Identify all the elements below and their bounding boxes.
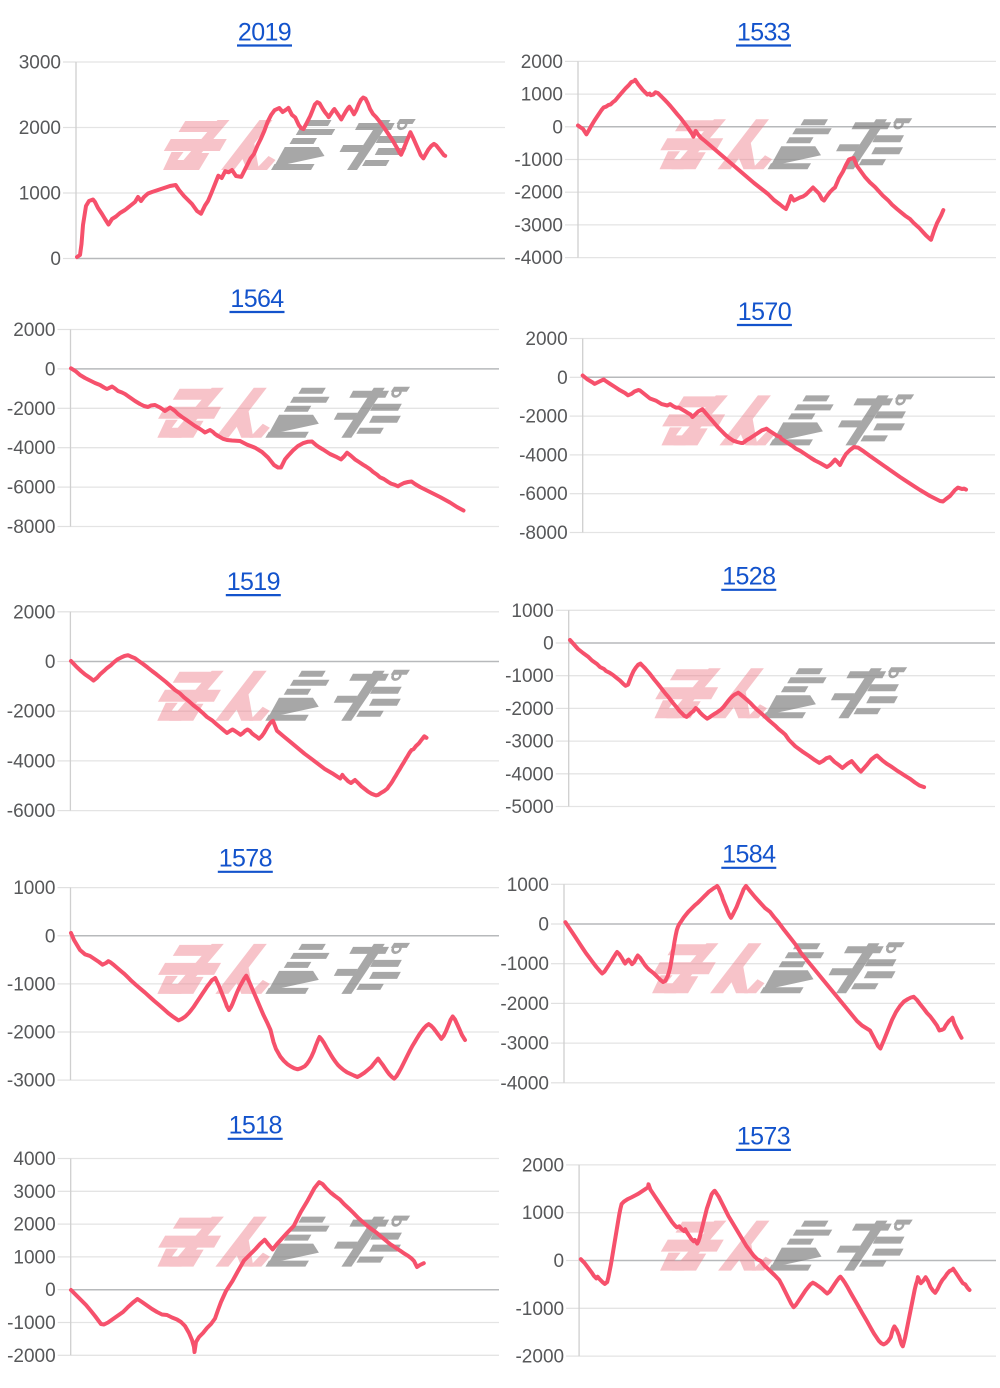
svg-text:-3000: -3000 [514, 215, 563, 236]
svg-text:0: 0 [554, 1251, 565, 1272]
svg-text:2000: 2000 [522, 1155, 564, 1176]
svg-text:0: 0 [45, 652, 56, 673]
svg-text:-2000: -2000 [514, 183, 563, 204]
svg-text:-4000: -4000 [500, 1073, 549, 1094]
svg-text:-1000: -1000 [514, 150, 563, 171]
svg-text:1000: 1000 [507, 875, 549, 896]
svg-text:-2000: -2000 [7, 1346, 56, 1367]
svg-text:3000: 3000 [19, 53, 61, 74]
svg-text:-6000: -6000 [519, 484, 568, 505]
svg-text:0: 0 [557, 368, 568, 389]
svg-text:-2000: -2000 [7, 702, 56, 723]
svg-text:2000: 2000 [19, 118, 61, 139]
svg-text:-4000: -4000 [7, 438, 56, 459]
svg-text:1000: 1000 [522, 1203, 564, 1224]
svg-text:-1000: -1000 [7, 974, 56, 995]
svg-text:0: 0 [552, 117, 563, 138]
svg-text:-4000: -4000 [7, 751, 56, 772]
svg-text:-4000: -4000 [519, 445, 568, 466]
svg-text:1000: 1000 [521, 85, 563, 106]
svg-text:-1000: -1000 [505, 666, 554, 687]
svg-text:1518: 1518 [229, 1112, 282, 1140]
svg-text:1578: 1578 [219, 845, 272, 873]
svg-text:1573: 1573 [737, 1123, 790, 1151]
svg-text:0: 0 [50, 249, 61, 270]
svg-text:2000: 2000 [521, 52, 563, 73]
svg-text:1519: 1519 [227, 568, 280, 596]
svg-text:1000: 1000 [511, 601, 553, 622]
svg-text:2000: 2000 [525, 329, 567, 350]
svg-text:0: 0 [45, 1280, 56, 1301]
svg-text:-3000: -3000 [7, 1071, 56, 1092]
svg-text:-2000: -2000 [7, 1023, 56, 1044]
svg-text:-6000: -6000 [7, 801, 56, 822]
svg-text:-3000: -3000 [500, 1034, 549, 1055]
svg-text:2000: 2000 [13, 602, 55, 623]
svg-text:0: 0 [538, 915, 549, 936]
svg-text:-4000: -4000 [514, 248, 563, 269]
svg-text:-1000: -1000 [7, 1313, 56, 1334]
svg-text:-2000: -2000 [519, 407, 568, 428]
svg-text:1533: 1533 [737, 18, 790, 46]
svg-text:-1000: -1000 [515, 1299, 564, 1320]
svg-text:0: 0 [45, 359, 56, 380]
svg-text:-2000: -2000 [7, 399, 56, 420]
svg-text:-8000: -8000 [519, 523, 568, 544]
svg-text:2000: 2000 [13, 1215, 55, 1236]
svg-text:-2000: -2000 [500, 994, 549, 1015]
svg-text:1564: 1564 [230, 285, 284, 313]
svg-text:-6000: -6000 [7, 478, 56, 499]
svg-text:1570: 1570 [738, 298, 791, 326]
svg-text:1584: 1584 [722, 841, 776, 869]
svg-text:1000: 1000 [19, 184, 61, 205]
svg-text:1000: 1000 [13, 1247, 55, 1268]
svg-text:1528: 1528 [722, 563, 775, 591]
svg-text:0: 0 [543, 634, 554, 655]
svg-text:-2000: -2000 [515, 1347, 564, 1368]
svg-text:-3000: -3000 [505, 732, 554, 753]
svg-text:-8000: -8000 [7, 517, 56, 538]
svg-text:1000: 1000 [13, 878, 55, 899]
svg-text:-1000: -1000 [500, 954, 549, 975]
svg-text:-2000: -2000 [505, 699, 554, 720]
svg-text:4000: 4000 [13, 1149, 55, 1170]
svg-text:2019: 2019 [238, 18, 291, 46]
svg-text:2000: 2000 [13, 320, 55, 341]
svg-text:0: 0 [45, 926, 56, 947]
svg-text:-4000: -4000 [505, 764, 554, 785]
svg-text:-5000: -5000 [505, 797, 554, 818]
svg-text:3000: 3000 [13, 1182, 55, 1203]
